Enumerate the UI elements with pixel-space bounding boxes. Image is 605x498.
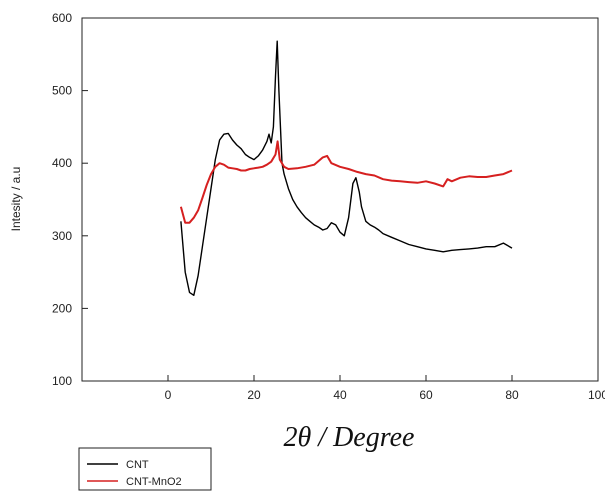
y-axis-ticks: 100 200 300 400 500 600 xyxy=(52,11,88,388)
x-axis-ticks: 0 20 40 60 80 100 xyxy=(165,375,605,402)
y-tick-label: 400 xyxy=(52,156,72,170)
x-tick-label: 100 xyxy=(588,388,605,402)
x-tick-label: 60 xyxy=(419,388,433,402)
legend-label-cnt-mno2: CNT-MnO2 xyxy=(126,476,182,488)
x-tick-label: 80 xyxy=(505,388,519,402)
x-tick-label: 40 xyxy=(333,388,347,402)
axes xyxy=(81,17,599,382)
plot-frame xyxy=(81,17,599,382)
legend: CNT CNT-MnO2 xyxy=(78,447,212,491)
y-axis-label: Intesity / a.u xyxy=(9,167,23,232)
y-tick-label: 300 xyxy=(52,229,72,243)
legend-label-cnt: CNT xyxy=(126,459,149,471)
x-tick-label: 0 xyxy=(165,388,172,402)
x-axis-label: 2θ / Degree xyxy=(284,422,415,453)
y-tick-label: 100 xyxy=(52,374,72,388)
legend-box xyxy=(78,447,212,491)
x-tick-label: 20 xyxy=(247,388,261,402)
y-tick-label: 200 xyxy=(52,301,72,315)
y-tick-label: 500 xyxy=(52,84,72,98)
series-line-cnt xyxy=(180,40,513,296)
y-tick-label: 600 xyxy=(52,11,72,25)
series-line-cnt-mno2 xyxy=(179,140,513,224)
series-lines xyxy=(179,40,513,296)
